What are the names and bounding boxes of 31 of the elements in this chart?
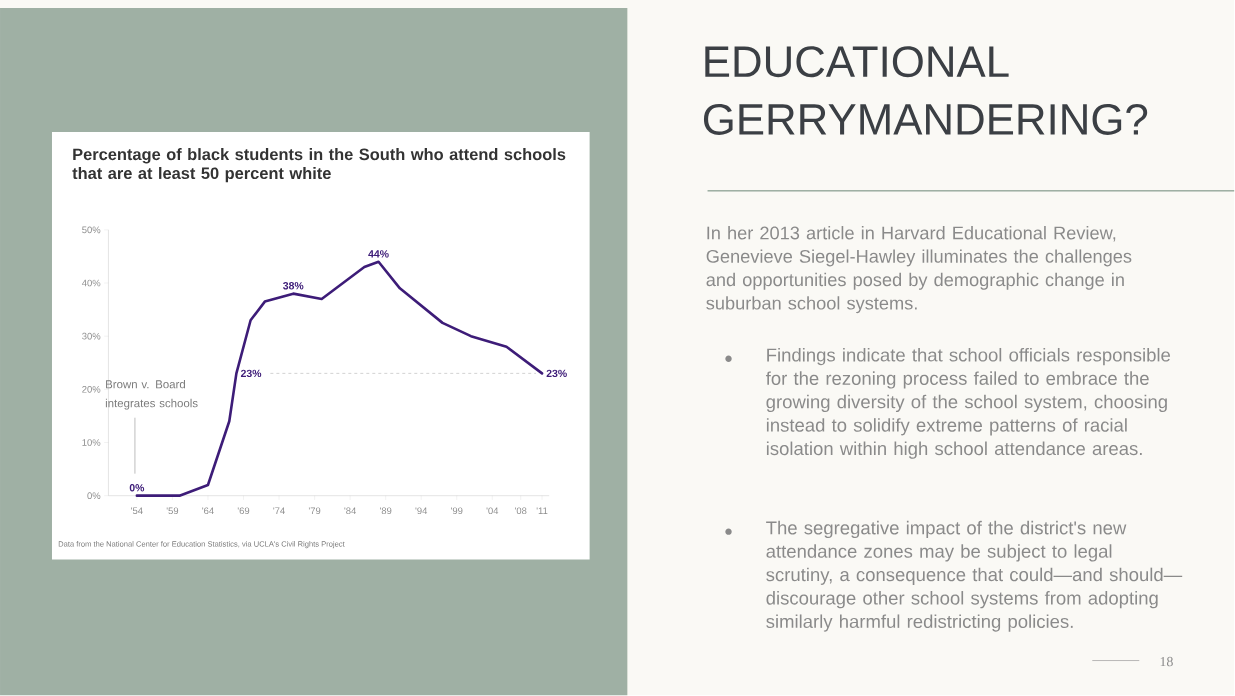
y-tick-label: 0% [87, 492, 101, 500]
data-label: 38% [283, 282, 304, 290]
x-tick-label: '11 [536, 507, 548, 515]
x-tick-label: '99 [451, 507, 463, 515]
x-tick-label: '64 [202, 507, 214, 515]
x-tick-label: '74 [273, 507, 285, 515]
x-tick-label: '79 [308, 507, 321, 515]
text: 18 [1160, 657, 1173, 667]
y-tick-label: 20% [82, 386, 101, 393]
text: The segregative impact of the district's new attendance zones may be subject to legal scrutiny, a consequence that could—and should—discourage other school systems from adopting similarly harmful redistricting policies. [766, 521, 1183, 632]
x-tick-label: '84 [344, 507, 356, 515]
x-tick-label: '89 [379, 507, 392, 515]
data-label: 0% [129, 484, 145, 492]
x-tick-label: '69 [237, 507, 250, 515]
text: EDUCATIONAL GERRYMANDERING? [703, 46, 1148, 136]
x-tick-label: '59 [166, 507, 179, 515]
x-tick-label: '04 [486, 507, 499, 515]
x-tick-label: '08 [515, 507, 527, 515]
chart-title: Percentage of black students in the South who attend schools that are at least 50 percent white [72, 148, 566, 183]
text: Findings indicate that school officials responsible for the rezoning process failed to embrace the growing diversity of the school system, choosing instead to solidify extreme patterns of racial isolation within high school attendance areas. [765, 348, 1171, 460]
x-tick-label: '94 [415, 507, 428, 515]
y-tick-label: 10% [82, 439, 101, 447]
annotation: Brown v. Board integrates schools [105, 380, 198, 410]
data-label: 23% [240, 369, 262, 378]
y-tick-label: 50% [82, 226, 101, 234]
y-tick-label: 40% [81, 279, 101, 287]
text: In her 2013 article in Harvard Educational Review, Genevieve Siegel-Hawley illuminates the challenges and opportunities posed by demographic change in suburban school systems. [706, 226, 1132, 314]
x-tick-label: '54 [131, 507, 143, 515]
data-label: 23% [546, 369, 567, 378]
data-label: 44% [368, 250, 389, 258]
y-tick-label: 30% [82, 333, 101, 340]
